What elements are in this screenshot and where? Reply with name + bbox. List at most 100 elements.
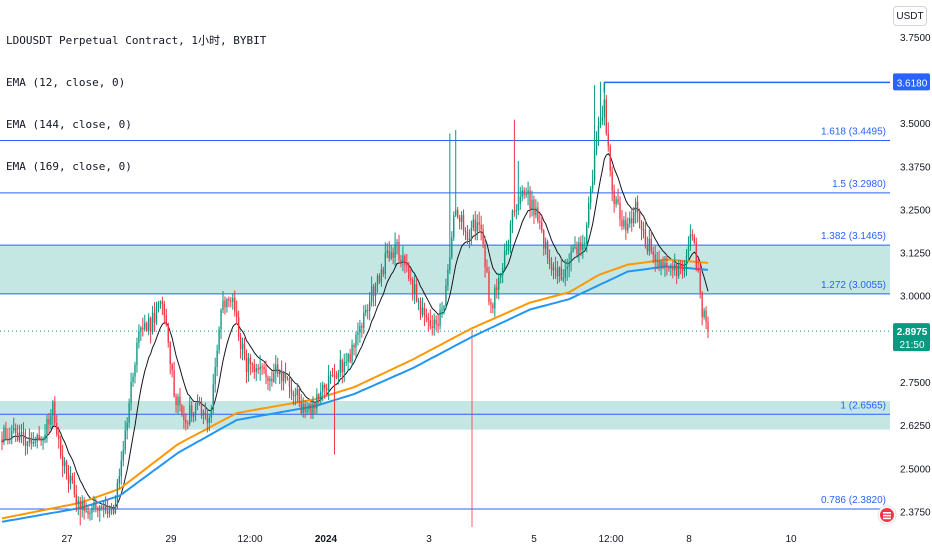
candle-body	[621, 219, 623, 227]
candle-body	[517, 204, 519, 211]
x-tick-label: 2024	[315, 534, 338, 545]
candle-body	[191, 405, 193, 417]
candle-body	[548, 258, 551, 265]
candle-body	[668, 267, 670, 269]
candle-body	[124, 430, 126, 451]
candle-body	[130, 381, 132, 404]
candle-body	[368, 301, 371, 311]
candle-body	[59, 439, 62, 456]
candle-body	[572, 247, 574, 252]
candle-body	[398, 241, 400, 260]
candle-body	[363, 312, 365, 328]
candle-body	[615, 199, 617, 205]
candle-body	[224, 300, 226, 308]
candle-body	[374, 284, 377, 297]
candle-body	[234, 298, 236, 312]
legend-ema-169: EMA (169, close, 0)	[6, 160, 132, 173]
candle-body	[441, 309, 443, 311]
candle-body	[388, 250, 390, 259]
candle-body	[220, 309, 222, 330]
candle-body	[159, 301, 162, 303]
candle-body	[151, 312, 154, 333]
candle-body	[617, 199, 619, 203]
candle-body	[523, 190, 525, 195]
candle-body	[30, 438, 33, 444]
candle-body	[50, 415, 52, 425]
currency-button[interactable]: USDT	[893, 6, 927, 26]
ema-12-line	[1, 153, 709, 509]
candle-body	[492, 304, 494, 309]
candle-body	[286, 378, 289, 380]
candle-body	[77, 500, 79, 504]
candle-body	[472, 219, 475, 228]
candle-body	[674, 264, 676, 271]
fib-label-1.618: 1.618 (3.4495)	[821, 127, 886, 138]
candle-body	[83, 502, 85, 511]
candle-body	[695, 242, 697, 269]
candle-body	[99, 506, 101, 511]
candle-body	[650, 238, 652, 252]
candle-body	[658, 260, 660, 267]
x-tick-label: 3	[426, 534, 432, 545]
candle-body	[316, 394, 318, 409]
candle-body	[132, 376, 134, 382]
tradingview-logo-icon[interactable]	[877, 505, 897, 525]
candle-body	[699, 271, 701, 293]
candle-body	[5, 427, 7, 439]
candle-body	[552, 267, 555, 271]
candle-body	[312, 403, 314, 414]
candle-body	[280, 370, 283, 382]
candle-body	[187, 423, 189, 425]
candle-body	[333, 375, 336, 377]
candle-body	[177, 396, 179, 406]
candle-body	[298, 389, 300, 402]
candle-body	[629, 218, 631, 224]
y-tick-label: 3.5000	[900, 119, 931, 130]
candle-body	[458, 217, 461, 222]
candle-body	[586, 224, 588, 243]
candle-body	[48, 419, 50, 425]
candle-body	[263, 367, 265, 370]
candle-body	[558, 267, 561, 277]
candle-body	[196, 401, 199, 405]
candle-body	[28, 438, 31, 443]
fib-label-1.5: 1.5 (3.2980)	[832, 179, 886, 190]
current-price-label: 2.8975	[897, 327, 928, 338]
candle-body	[327, 375, 330, 391]
candle-body	[275, 364, 277, 373]
candle-body	[384, 252, 386, 275]
candle-body	[314, 403, 316, 409]
candle-body	[339, 359, 342, 373]
candle-body	[216, 350, 218, 368]
candle-body	[79, 500, 81, 509]
candle-body	[67, 473, 70, 484]
candle-body	[431, 326, 433, 329]
candle-body	[595, 141, 598, 151]
candle-body	[685, 255, 688, 265]
candle-body	[226, 299, 228, 308]
candle-body	[445, 285, 447, 307]
candle-body	[110, 507, 113, 510]
candle-body	[410, 278, 412, 280]
candle-body	[429, 320, 431, 327]
candle-body	[382, 269, 385, 275]
zone-0	[0, 245, 890, 294]
candle-body	[588, 202, 590, 225]
candle-body	[644, 229, 647, 247]
candle-body	[654, 254, 656, 262]
candle-body	[65, 461, 68, 474]
candle-body	[640, 221, 643, 230]
candle-body	[81, 502, 83, 509]
candle-body	[206, 414, 209, 423]
candle-body	[500, 275, 502, 278]
candle-body	[144, 322, 146, 330]
y-tick-label: 2.3750	[900, 507, 931, 518]
y-tick-label: 2.6250	[900, 421, 931, 432]
candle-body	[357, 332, 359, 335]
candle-body	[183, 414, 185, 420]
candle-body	[570, 251, 572, 263]
candle-body	[676, 264, 678, 277]
candle-body	[679, 264, 682, 267]
